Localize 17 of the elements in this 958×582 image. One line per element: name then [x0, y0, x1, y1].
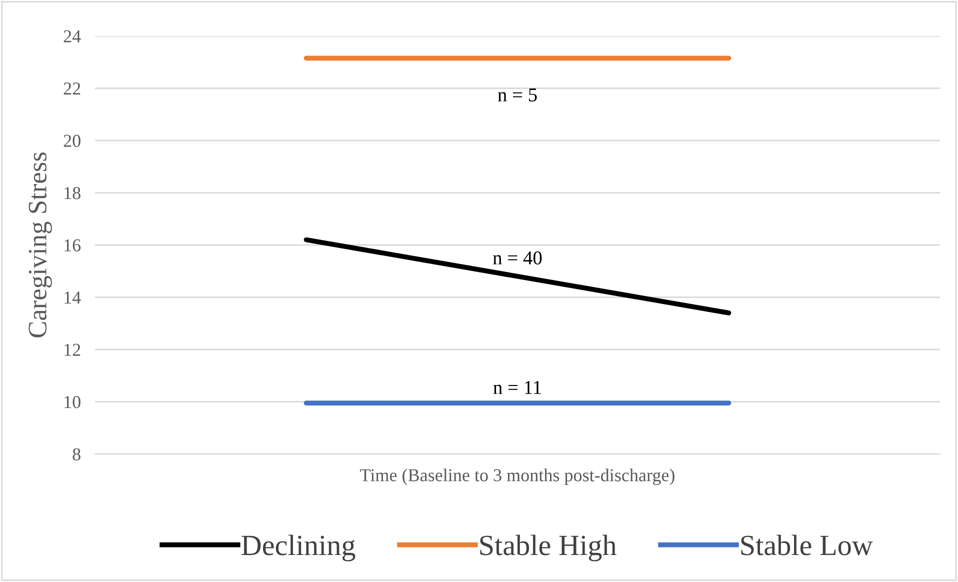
y-axis-title: Caregiving Stress — [28, 152, 52, 338]
legend-label: Declining — [242, 534, 356, 562]
y-tick-label: 10 — [64, 396, 80, 408]
y-tick-label: 22 — [64, 82, 80, 95]
y-tick-label: 12 — [64, 344, 80, 356]
legend-label: Stable High — [480, 534, 616, 562]
legend-label: Stable Low — [741, 534, 873, 556]
annotation: n = 40 — [493, 251, 542, 264]
x-axis-title: Time (Baseline to 3 months post-discharge) — [360, 468, 674, 486]
y-tick-label: 16 — [64, 239, 81, 252]
annotation: n = 11 — [493, 381, 541, 394]
y-tick-label: 24 — [64, 30, 81, 42]
y-tick-label: 14 — [64, 292, 81, 304]
y-tick-label: 20 — [64, 134, 80, 147]
y-tick-label: 8 — [72, 448, 80, 460]
annotation: n = 5 — [498, 88, 537, 102]
y-tick-label: 18 — [64, 187, 80, 200]
